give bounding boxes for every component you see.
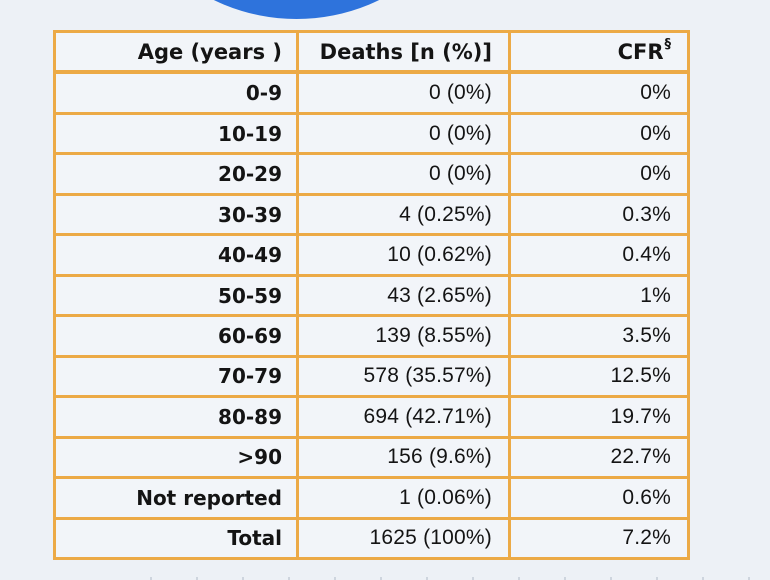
table-row: >90 156 (9.6%) 22.7% bbox=[56, 435, 687, 477]
table-row: 70-79 578 (35.57%) 12.5% bbox=[56, 354, 687, 396]
cfr-by-age-table: Age (years ) Deaths [n (%)] CFR § 0-9 0 (… bbox=[53, 30, 690, 560]
deaths-cell: 578 (35.57%) bbox=[296, 357, 508, 396]
age-cell: 30-39 bbox=[218, 202, 282, 227]
age-cell: 80-89 bbox=[218, 404, 282, 429]
deaths-cell: 139 (8.55%) bbox=[296, 317, 508, 355]
age-cell: 20-29 bbox=[218, 162, 282, 187]
cfr-cell: 0% bbox=[508, 155, 687, 193]
table-header-row: Age (years ) Deaths [n (%)] CFR § bbox=[56, 33, 687, 71]
table-row: 10-19 0 (0%) 0% bbox=[56, 111, 687, 153]
deaths-cell: 1 (0.06%) bbox=[296, 479, 508, 517]
deaths-cell: 4 (0.25%) bbox=[296, 195, 508, 234]
age-cell: Total bbox=[227, 526, 282, 551]
table-row: 80-89 694 (42.71%) 19.7% bbox=[56, 395, 687, 436]
col-header-age: Age (years ) bbox=[137, 39, 282, 64]
deaths-cell: 0 (0%) bbox=[296, 114, 508, 153]
table-row: 50-59 43 (2.65%) 1% bbox=[56, 273, 687, 315]
age-cell: 50-59 bbox=[218, 283, 282, 308]
deaths-cell: 694 (42.71%) bbox=[296, 398, 508, 436]
cfr-cell: 22.7% bbox=[508, 438, 687, 477]
table-row: 30-39 4 (0.25%) 0.3% bbox=[56, 192, 687, 234]
table-row: Not reported 1 (0.06%) 0.6% bbox=[56, 476, 687, 517]
age-cell: 40-49 bbox=[218, 243, 282, 268]
cfr-cell: 0.4% bbox=[508, 236, 687, 274]
deaths-cell: 0 (0%) bbox=[296, 74, 508, 112]
age-cell: Not reported bbox=[136, 485, 282, 510]
cfr-header-text: CFR bbox=[617, 39, 664, 64]
deaths-cell: 156 (9.6%) bbox=[296, 438, 508, 477]
table-row: 40-49 10 (0.62%) 0.4% bbox=[56, 233, 687, 274]
deaths-cell: 0 (0%) bbox=[296, 155, 508, 193]
age-cell: >90 bbox=[237, 445, 282, 470]
cfr-cell: 3.5% bbox=[508, 317, 687, 355]
deaths-cell: 10 (0.62%) bbox=[296, 236, 508, 274]
age-cell: 60-69 bbox=[218, 324, 282, 349]
col-header-deaths: Deaths [n (%)] bbox=[296, 33, 508, 71]
deaths-cell: 1625 (100%) bbox=[296, 519, 508, 558]
cfr-cell: 0.6% bbox=[508, 479, 687, 517]
cfr-cell: 0% bbox=[508, 74, 687, 112]
age-cell: 10-19 bbox=[218, 121, 282, 146]
age-cell: 70-79 bbox=[218, 364, 282, 389]
table-row-total: Total 1625 (100%) 7.2% bbox=[56, 516, 687, 558]
age-cell: 0-9 bbox=[245, 81, 282, 106]
table-row: 0-9 0 (0%) 0% bbox=[56, 70, 687, 112]
decorative-circle bbox=[107, 0, 486, 19]
cfr-cell: 12.5% bbox=[508, 357, 687, 396]
cfr-cell: 0.3% bbox=[508, 195, 687, 234]
cfr-cell: 7.2% bbox=[508, 519, 687, 558]
table-row: 60-69 139 (8.55%) 3.5% bbox=[56, 314, 687, 355]
col-header-cfr: CFR § bbox=[508, 33, 687, 71]
table-row: 20-29 0 (0%) 0% bbox=[56, 152, 687, 193]
cfr-cell: 19.7% bbox=[508, 398, 687, 436]
cfr-cell: 0% bbox=[508, 114, 687, 153]
deaths-cell: 43 (2.65%) bbox=[296, 276, 508, 315]
cropped-footnote-remnant bbox=[150, 577, 770, 580]
cfr-cell: 1% bbox=[508, 276, 687, 315]
